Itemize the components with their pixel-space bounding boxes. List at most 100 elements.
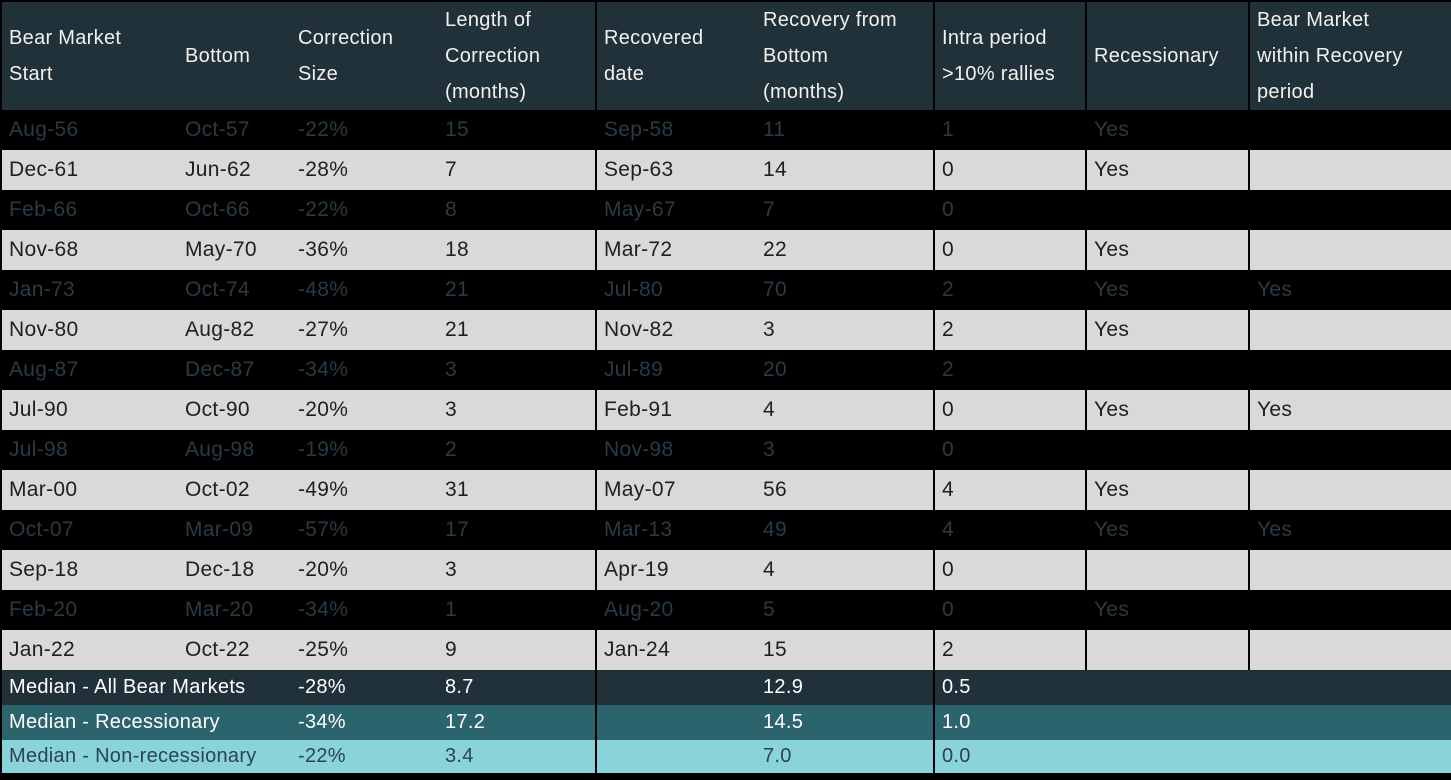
cell-length-of-correction: 9 xyxy=(445,638,457,661)
cell-recovered-date: Sep-63 xyxy=(595,150,756,190)
summary-cell-correction-size: -22% xyxy=(298,745,346,767)
cell-bottom: Oct-57 xyxy=(185,118,250,141)
cell-recovered-date: May-07 xyxy=(595,470,756,510)
cell-bear-market-start: Feb-66 xyxy=(9,198,78,221)
cell-bottom: Aug-98 xyxy=(185,438,255,461)
cell-bottom: Jun-62 xyxy=(185,158,252,181)
column-header-line: Recovery from xyxy=(763,9,897,31)
cell-bear-market-start: Dec-61 xyxy=(9,158,79,181)
cell-length-of-correction: 3 xyxy=(445,558,457,581)
cell-recovery-from-bottom: 5 xyxy=(763,598,775,621)
cell-correction-size: -36% xyxy=(298,238,349,261)
cell-bear-market-within-recovery xyxy=(1248,230,1451,270)
cell-bear-market-start: Nov-68 xyxy=(9,238,79,261)
cell-bear-market-start: Nov-80 xyxy=(9,318,79,341)
cell-recovered-date: Aug-20 xyxy=(595,590,756,630)
cell-intra-period-rallies: 4 xyxy=(933,510,1086,550)
table-row: Sep-18 Dec-18 -20% 3 Apr-19 4 0 xyxy=(1,550,1451,590)
cell-bottom: Oct-90 xyxy=(185,398,250,421)
cell-bear-market-within-recovery xyxy=(1248,190,1451,230)
cell-correction-size: -20% xyxy=(298,398,349,421)
cell-recessionary: Yes xyxy=(1085,110,1249,150)
table-row: Nov-80 Aug-82 -27% 21 Nov-82 3 2 Yes xyxy=(1,310,1451,350)
table-row: Jan-22 Oct-22 -25% 9 Jan-24 15 2 xyxy=(1,630,1451,670)
cell-bottom: Oct-74 xyxy=(185,278,250,301)
cell-recessionary: Yes xyxy=(1085,230,1249,270)
header-row: Bear Market Start Bottom Correction Size Leng… xyxy=(1,1,1451,110)
column-header-line: date xyxy=(604,63,645,85)
column-header-correction-size: Correction Size xyxy=(291,1,438,110)
cell-correction-size: -34% xyxy=(298,358,349,381)
cell-bear-market-within-recovery xyxy=(1248,110,1451,150)
cell-intra-period-rallies: 2 xyxy=(933,310,1086,350)
cell-recovery-from-bottom: 70 xyxy=(763,278,787,301)
cell-length-of-correction: 2 xyxy=(445,438,457,461)
cell-bottom: Oct-66 xyxy=(185,198,250,221)
table-row: Feb-20 Mar-20 -34% 1 Aug-20 5 0 Yes xyxy=(1,590,1451,630)
cell-recovery-from-bottom: 15 xyxy=(763,638,787,661)
column-header-line: Bottom xyxy=(763,45,829,67)
column-header-recovered-date: Recovered date xyxy=(595,1,756,110)
cell-intra-period-rallies: 1 xyxy=(933,110,1086,150)
summary-cell-recovery-from-bottom: 12.9 xyxy=(763,676,804,698)
column-header-bear-market-start: Bear Market Start xyxy=(1,1,178,110)
summary-cell-recovery-from-bottom: 14.5 xyxy=(763,711,804,733)
cell-correction-size: -20% xyxy=(298,558,349,581)
summary-cell-blank xyxy=(1086,740,1451,775)
column-header-line: (months) xyxy=(445,81,527,103)
cell-bear-market-within-recovery xyxy=(1248,430,1451,470)
cell-recessionary: Yes xyxy=(1085,590,1249,630)
cell-recessionary: Yes xyxy=(1085,150,1249,190)
cell-bear-market-start: Jul-98 xyxy=(9,438,68,461)
table-row: Jul-90 Oct-90 -20% 3 Feb-91 4 0 Yes Yes xyxy=(1,390,1451,430)
summary-cell-length-of-correction: 8.7 xyxy=(445,676,474,698)
cell-bear-market-within-recovery xyxy=(1248,350,1451,390)
cell-bear-market-within-recovery xyxy=(1248,150,1451,190)
cell-intra-period-rallies: 0 xyxy=(933,550,1086,590)
cell-correction-size: -27% xyxy=(298,318,349,341)
cell-recovered-date: Nov-82 xyxy=(595,310,756,350)
cell-intra-period-rallies: 0 xyxy=(933,590,1086,630)
cell-length-of-correction: 17 xyxy=(445,518,469,541)
summary-row-dark: Median - All Bear Markets -28% 8.7 12.9 0.5 xyxy=(1,670,1451,705)
cell-recovery-from-bottom: 22 xyxy=(763,238,787,261)
cell-correction-size: -19% xyxy=(298,438,349,461)
column-header-line: Correction xyxy=(445,45,541,67)
cell-bear-market-within-recovery xyxy=(1248,590,1451,630)
summary-cell-recovered-date xyxy=(595,740,756,775)
cell-recovery-from-bottom: 56 xyxy=(763,478,787,501)
column-header-line: Bear Market xyxy=(9,27,122,49)
cell-recessionary xyxy=(1085,430,1249,470)
cell-correction-size: -22% xyxy=(298,198,349,221)
cell-length-of-correction: 15 xyxy=(445,118,469,141)
cell-length-of-correction: 31 xyxy=(445,478,469,501)
column-header-length-of-correction: Length of Correction (months) xyxy=(438,1,596,110)
cell-recovered-date: Nov-98 xyxy=(595,430,756,470)
cell-recessionary xyxy=(1085,630,1249,670)
cell-correction-size: -22% xyxy=(298,118,349,141)
summary-cell-intra-period-rallies: 1.0 xyxy=(933,705,1086,740)
cell-intra-period-rallies: 0 xyxy=(933,150,1086,190)
cell-length-of-correction: 8 xyxy=(445,198,457,221)
cell-length-of-correction: 1 xyxy=(445,598,457,621)
cell-bottom: May-70 xyxy=(185,238,257,261)
cell-bear-market-within-recovery xyxy=(1248,310,1451,350)
cell-intra-period-rallies: 0 xyxy=(933,430,1086,470)
cell-length-of-correction: 7 xyxy=(445,158,457,181)
table-header: Bear Market Start Bottom Correction Size Leng… xyxy=(1,1,1451,110)
table-row: Jan-73 Oct-74 -48% 21 Jul-80 70 2 Yes Yes xyxy=(1,270,1451,310)
cell-bear-market-start: Aug-87 xyxy=(9,358,79,381)
cell-recovered-date: Apr-19 xyxy=(595,550,756,590)
cell-bottom: Mar-09 xyxy=(185,518,254,541)
cell-recovery-from-bottom: 7 xyxy=(763,198,775,221)
cell-bottom: Dec-18 xyxy=(185,558,255,581)
table-row: Jul-98 Aug-98 -19% 2 Nov-98 3 0 xyxy=(1,430,1451,470)
cell-bottom: Dec-87 xyxy=(185,358,255,381)
table-row: Nov-68 May-70 -36% 18 Mar-72 22 0 Yes xyxy=(1,230,1451,270)
cell-recessionary: Yes xyxy=(1085,390,1249,430)
summary-cell-recovered-date xyxy=(595,705,756,740)
cell-length-of-correction: 18 xyxy=(445,238,469,261)
cell-bottom: Mar-20 xyxy=(185,598,254,621)
column-header-recovery-from-bottom: Recovery from Bottom (months) xyxy=(756,1,934,110)
